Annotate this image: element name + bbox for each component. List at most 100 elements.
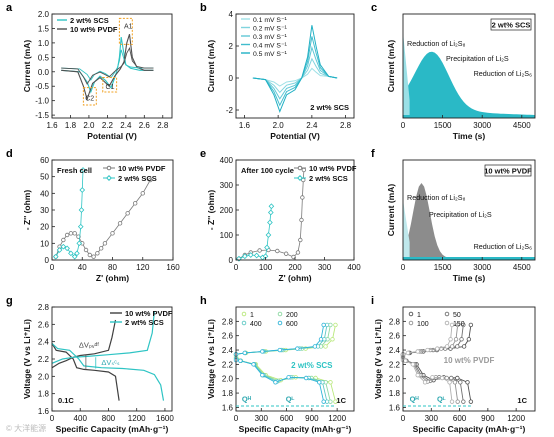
legend-label: 200 bbox=[286, 312, 298, 319]
legend-label: 2 wt% SCS bbox=[309, 174, 348, 183]
eis-point bbox=[298, 237, 303, 243]
y-tick-label: 2.8 bbox=[38, 303, 50, 312]
discharge-point bbox=[251, 362, 256, 367]
x-tick-label: 100 bbox=[259, 263, 273, 272]
charge-point bbox=[415, 349, 420, 354]
legend-label: 400 bbox=[250, 321, 262, 328]
eis-point bbox=[300, 195, 305, 200]
charge-point bbox=[448, 337, 453, 342]
charge-point bbox=[453, 337, 459, 342]
x-tick-label: 900 bbox=[305, 414, 319, 423]
y-tick-label: 1.5 bbox=[38, 24, 50, 33]
x-axis-label: Z' (ohm) bbox=[96, 273, 129, 283]
rate-label: 1C bbox=[336, 396, 346, 405]
panel-letter: i bbox=[371, 295, 374, 307]
legend-marker bbox=[241, 320, 247, 326]
legend-marker bbox=[241, 311, 247, 317]
x-tick-label: 0 bbox=[401, 414, 406, 423]
legend-label: 0.2 mV S⁻¹ bbox=[253, 26, 288, 33]
eis-point bbox=[64, 232, 70, 238]
legend-marker bbox=[444, 311, 450, 317]
y-tick-label: 0.5 bbox=[38, 53, 50, 62]
panel-letter: b bbox=[200, 2, 207, 14]
x-tick-label: 400 bbox=[347, 263, 361, 272]
x-tick-label: 1.6 bbox=[46, 121, 58, 130]
eis-point bbox=[148, 177, 153, 183]
sample-label: 2 wt% SCS bbox=[291, 361, 333, 370]
discharge-point bbox=[403, 358, 408, 363]
eis-point bbox=[257, 248, 262, 253]
panel-letter: a bbox=[6, 2, 13, 14]
y-axis-label: - Z'' (ohm) bbox=[22, 190, 32, 231]
y-axis-label: Current (mA) bbox=[206, 40, 216, 93]
y-axis-label: Voltage (V vs Li⁺/Li) bbox=[206, 319, 216, 399]
eis-point bbox=[76, 240, 83, 247]
y-tick-label: 2.8 bbox=[222, 317, 234, 326]
x-tick-label: 2.4 bbox=[306, 121, 318, 130]
charge-point bbox=[468, 322, 474, 328]
watermark: © 大洋能源 bbox=[6, 423, 46, 433]
eis-point bbox=[102, 241, 108, 246]
x-tick-label: 1.8 bbox=[65, 121, 77, 130]
q-h-label: Qᴴ bbox=[410, 395, 420, 404]
x-axis-label: Potential (V) bbox=[87, 131, 137, 141]
legend-label: 10 wt% PVDF bbox=[125, 309, 173, 318]
legend-label: 2 wt% SCS bbox=[70, 16, 109, 25]
eis-point bbox=[68, 231, 74, 236]
eis-point bbox=[83, 247, 89, 253]
eis-point bbox=[64, 245, 70, 252]
discharge-point bbox=[468, 399, 474, 404]
reduction-li2s6-area bbox=[403, 257, 535, 260]
y-tick-label: 40 bbox=[40, 189, 49, 198]
y-tick-label: 1.6 bbox=[389, 403, 401, 412]
panel-a: 1.6 1.8 2.0 2.2 2.4 2.6 2.8 -1.5 -1.0 -0.5 0.0 0.5 1… bbox=[22, 10, 173, 141]
condition-label: After 100 cycle bbox=[241, 166, 294, 175]
x-tick-label: 160 bbox=[166, 263, 180, 272]
eis-point bbox=[56, 247, 63, 253]
legend: 1 200 400 600 bbox=[241, 311, 298, 328]
rate-label: 0.1C bbox=[58, 396, 74, 405]
y-axis-label: Voltage (V vs Li⁺/Li) bbox=[22, 319, 32, 399]
x-tick-label: 2.4 bbox=[120, 121, 132, 130]
eis-point bbox=[110, 231, 115, 236]
discharge-point bbox=[422, 380, 428, 385]
y-tick-label: 1.6 bbox=[222, 403, 234, 412]
annotation: Precipitation of Li₂S bbox=[429, 210, 492, 219]
y-tick-label: 2.2 bbox=[38, 355, 50, 364]
eis-point bbox=[68, 250, 74, 257]
cv-curve bbox=[252, 25, 338, 114]
charge-point bbox=[318, 337, 324, 342]
eis-point bbox=[267, 219, 273, 226]
charge-point bbox=[242, 350, 247, 356]
x-axis-label: Specific Capacity (mAh·g⁻¹) bbox=[239, 424, 352, 434]
discharge-curve bbox=[51, 343, 120, 401]
discharge-point bbox=[430, 375, 435, 380]
y-tick-label: 4 bbox=[229, 10, 234, 19]
charge-point bbox=[455, 322, 460, 328]
panel-title: 2 wt% SCS bbox=[492, 21, 531, 30]
q-l-label: Qᴸ bbox=[437, 395, 446, 404]
panel-letter: e bbox=[200, 148, 206, 160]
y-tick-label: 2.2 bbox=[389, 360, 401, 369]
title-box bbox=[490, 18, 532, 31]
y-tick-label: 1.0 bbox=[38, 39, 50, 48]
eis-point bbox=[95, 251, 100, 256]
discharge-point bbox=[455, 375, 460, 381]
delta-v-scs-label: ΔVₛᶜₛ bbox=[101, 358, 119, 367]
charge-point bbox=[450, 344, 455, 349]
legend-label: 10 wt% PVDF bbox=[70, 25, 118, 34]
panel-letter: g bbox=[6, 295, 13, 307]
discharge-point bbox=[286, 375, 291, 380]
y-tick-label: 50 bbox=[40, 173, 49, 182]
legend-label: 10 wt% PVDF bbox=[118, 164, 166, 173]
x-axis-label: Time (s) bbox=[453, 273, 486, 283]
eis-point bbox=[247, 252, 254, 258]
precipitation-area bbox=[403, 183, 535, 260]
discharge-point bbox=[410, 362, 416, 367]
x-tick-label: 1500 bbox=[434, 121, 452, 130]
discharge-point bbox=[317, 380, 322, 385]
eis-point bbox=[283, 251, 289, 256]
eis-point bbox=[242, 253, 248, 260]
peak-box bbox=[82, 87, 97, 106]
